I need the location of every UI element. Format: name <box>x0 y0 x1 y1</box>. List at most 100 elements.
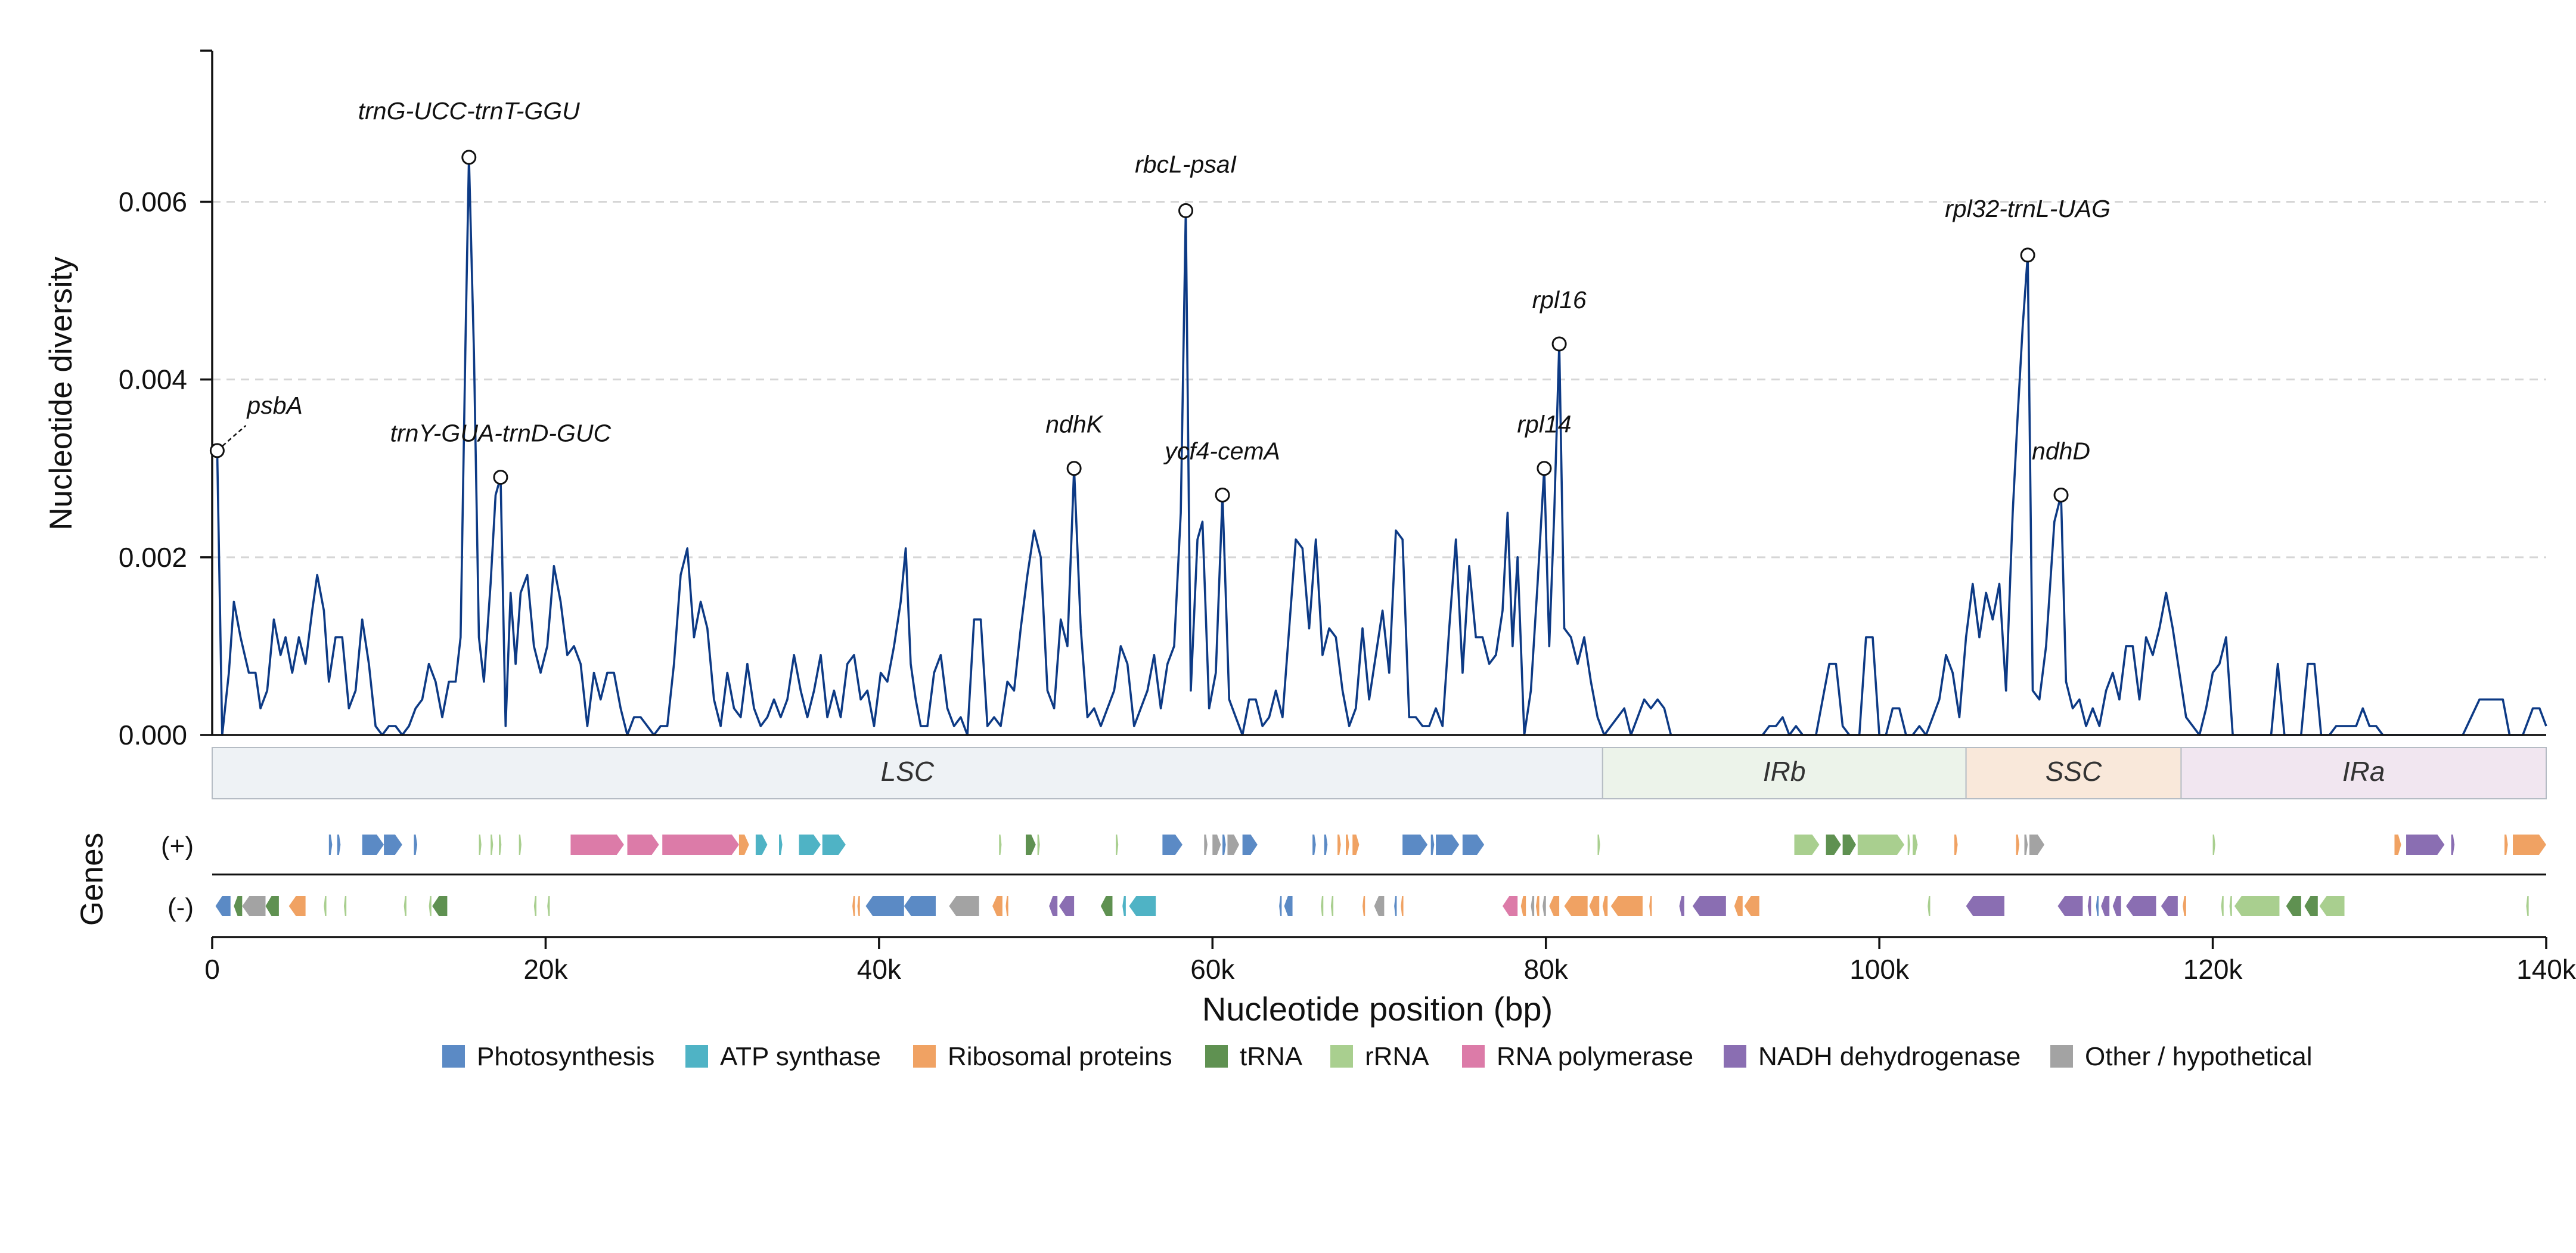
gene-block <box>533 896 537 916</box>
peak-label: rpl14 <box>1517 411 1571 438</box>
gene-block <box>1549 896 1560 916</box>
x-tick-label: 120k <box>2183 954 2243 985</box>
peak-label: rpl32-trnL-UAG <box>1945 195 2111 222</box>
gene-block <box>2112 896 2121 916</box>
region-block <box>2180 747 2547 799</box>
legend-label: NADH dehydrogenase <box>1758 1042 2021 1071</box>
gene-block <box>2126 896 2156 916</box>
gene-block <box>1913 835 1918 855</box>
region-label: IRa <box>2342 756 2385 787</box>
gene-block <box>519 835 522 855</box>
gene-block <box>343 896 347 916</box>
gene-block <box>1610 896 1643 916</box>
gene-block <box>2229 896 2232 916</box>
gene-block <box>1005 896 1008 916</box>
gene-block <box>1100 896 1113 916</box>
peak-marker <box>461 150 477 165</box>
peak-label: rpl16 <box>1532 286 1587 314</box>
gene-block <box>2101 896 2110 916</box>
x-tick-label: 40k <box>857 954 902 985</box>
diversity-line <box>212 156 2547 736</box>
gene-block <box>215 896 231 916</box>
gene-block <box>1462 835 1485 855</box>
peak-marker <box>209 443 225 458</box>
peak-marker <box>1066 461 1082 476</box>
legend-swatch <box>1462 1045 1485 1068</box>
gene-block <box>1692 896 1726 916</box>
y-axis-label: Nucleotide diversity <box>44 256 79 531</box>
peak-annotations: psbA trnG-UCC-trnT-GGU trnY-GUA-trnD-GUC nd… <box>209 97 2111 503</box>
gene-block <box>1679 896 1684 916</box>
gene-block <box>1026 835 1036 855</box>
gene-block <box>1324 835 1328 855</box>
gene-block <box>1279 896 1282 916</box>
strand-label-plus: (+) <box>161 832 194 861</box>
x-tick-label: 80k <box>1524 954 1569 985</box>
legend-swatch <box>913 1045 936 1068</box>
gene-block <box>2221 896 2224 916</box>
gene-block <box>1589 896 1600 916</box>
legend-swatch <box>1205 1045 1228 1068</box>
gene-block <box>852 896 855 916</box>
gene-block <box>1857 835 1905 855</box>
gene-block <box>1734 896 1743 916</box>
strand-label-minus: (-) <box>167 893 194 922</box>
gene-block <box>2394 835 2401 855</box>
gene-block <box>1394 896 1397 916</box>
gene-block <box>999 835 1002 855</box>
peak-leader-line <box>216 424 247 451</box>
legend-swatch <box>1330 1045 1353 1068</box>
legend-label: tRNA <box>1240 1042 1303 1071</box>
gene-block <box>479 835 482 855</box>
genome-region-bar: LSC IRb SSC IRa <box>212 747 2547 799</box>
legend-label: ATP synthase <box>720 1042 881 1071</box>
grid-lines <box>212 200 2546 559</box>
x-tick-label: 100k <box>1849 954 1910 985</box>
gene-block <box>779 835 783 855</box>
region-label: LSC <box>881 756 935 787</box>
region-block <box>1965 747 2182 799</box>
peak-marker <box>1551 336 1567 352</box>
gene-block <box>414 835 418 855</box>
gene-block <box>1564 896 1588 916</box>
peak-label: trnG-UCC-trnT-GGU <box>358 97 580 125</box>
gene-block <box>1284 896 1293 916</box>
legend-label: Photosynthesis <box>477 1042 654 1071</box>
region-label: IRb <box>1763 756 1806 787</box>
gene-block <box>2029 835 2045 855</box>
gene-block <box>2513 835 2546 855</box>
gene-block <box>1204 835 1208 855</box>
gene-block <box>2304 896 2318 916</box>
x-axis-label: Nucleotide position (bp) <box>1202 990 1553 1028</box>
gene-block <box>1597 835 1600 855</box>
legend-label: RNA polymerase <box>1497 1042 1693 1071</box>
gene-block <box>738 835 749 855</box>
gene-block <box>547 896 550 916</box>
gene-block <box>1602 896 1608 916</box>
gene-block <box>1312 835 1316 855</box>
gene-block <box>1363 896 1365 916</box>
gene-block <box>429 896 432 916</box>
legend-swatch <box>1724 1045 1746 1068</box>
peak-label: rbcL-psaI <box>1135 150 1237 178</box>
gene-block <box>2096 896 2099 916</box>
legend-label: Ribosomal proteins <box>948 1042 1172 1071</box>
gene-block <box>1842 835 1856 855</box>
gene-block <box>2286 896 2301 916</box>
gene-block <box>1346 835 1349 855</box>
gene-block <box>242 896 266 916</box>
gene-block <box>1242 835 1258 855</box>
gene-block <box>1502 896 1518 916</box>
gene-block <box>1212 835 1221 855</box>
gene-block <box>799 835 821 855</box>
gene-block <box>755 835 768 855</box>
gene-block <box>2087 896 2091 916</box>
gene-block <box>1430 835 1435 855</box>
gene-block <box>1352 835 1360 855</box>
gene-block <box>328 835 333 855</box>
gene-block <box>1162 835 1183 855</box>
gene-block <box>1928 896 1931 916</box>
axes: 0.000 0.002 0.004 0.006 <box>119 49 2546 750</box>
gene-block <box>2161 896 2178 916</box>
